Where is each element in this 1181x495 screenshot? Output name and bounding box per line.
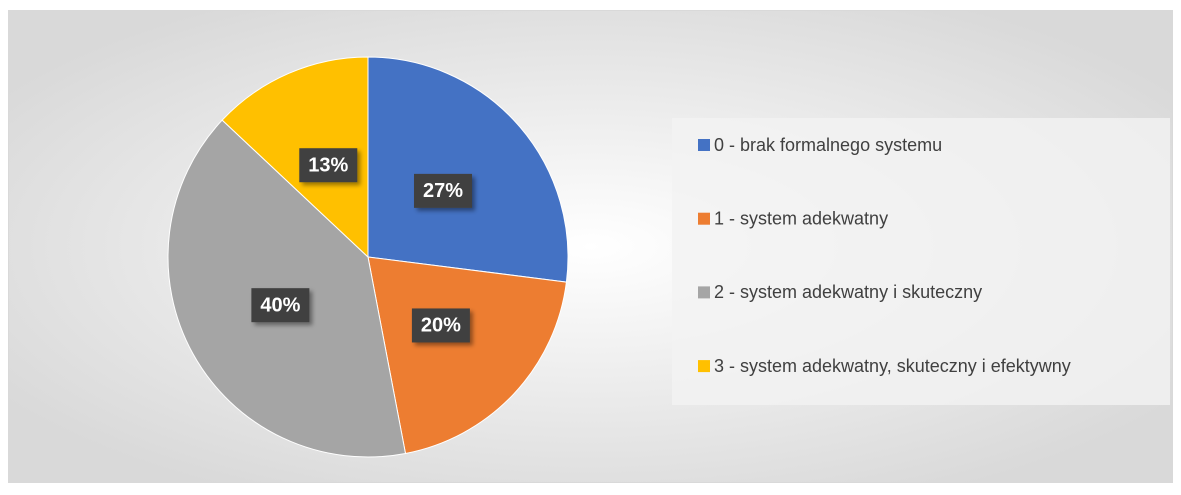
data-label: 20%	[421, 315, 461, 337]
legend-marker	[698, 360, 710, 373]
data-label-box	[411, 308, 470, 343]
legend-marker	[698, 139, 710, 151]
data-label: 40%	[260, 294, 300, 316]
legend-label: 2 - system adekwatny i skuteczny	[714, 282, 982, 302]
legend-label: 0 - brak formalnego systemu	[714, 135, 942, 155]
data-label: 27%	[423, 180, 463, 202]
legend-marker	[698, 286, 710, 299]
data-label-box	[414, 173, 473, 208]
pie-slice	[221, 56, 369, 259]
legend-label: 1 - system adekwatny	[714, 208, 888, 228]
legend-marker	[698, 212, 710, 225]
data-label: 13%	[308, 155, 348, 177]
pie-slice	[367, 56, 569, 283]
legend	[672, 118, 1170, 405]
pie-slice	[367, 256, 567, 455]
data-label-box	[251, 288, 310, 323]
legend-label: 3 - system adekwatny, skuteczny i efekty…	[714, 356, 1071, 376]
data-label-box	[299, 148, 358, 183]
